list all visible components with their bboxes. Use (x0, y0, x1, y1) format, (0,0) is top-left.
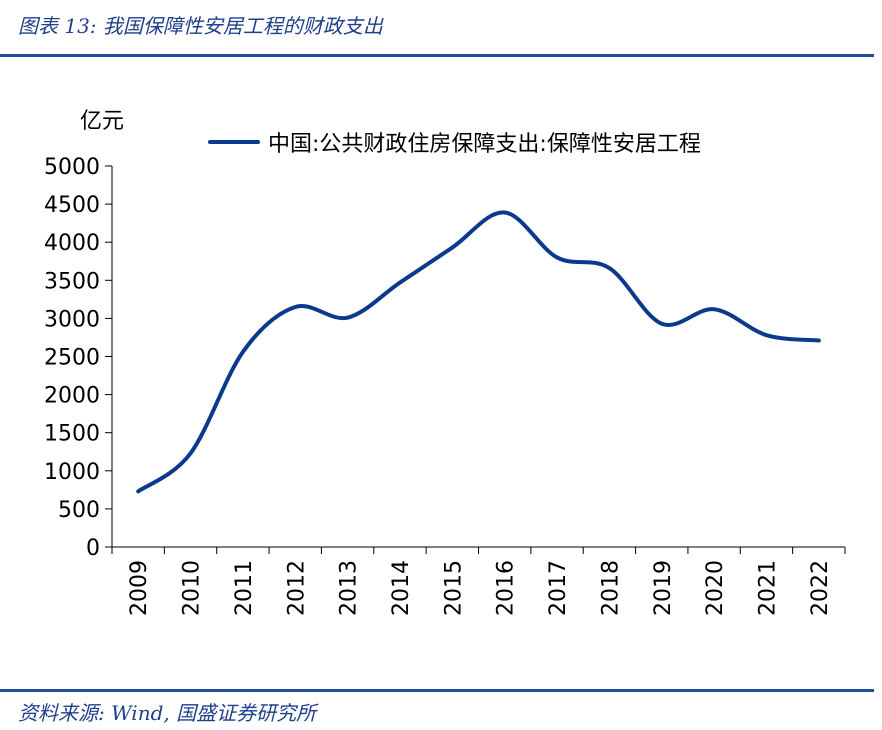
data-point-2016 (503, 210, 507, 214)
y-tick-label: 500 (58, 498, 100, 523)
x-tick-label: 2016 (494, 560, 519, 616)
x-tick-label: 2020 (703, 560, 728, 616)
y-tick-label: 1500 (44, 422, 100, 447)
data-point-2017 (555, 255, 559, 259)
data-point-2018 (607, 266, 611, 270)
y-tick-label: 2500 (44, 346, 100, 371)
x-tick-label: 2010 (180, 560, 205, 616)
y-tick-label: 5000 (44, 155, 100, 180)
x-tick-label: 2019 (651, 560, 676, 616)
data-point-2013 (346, 316, 350, 320)
x-tick-label: 2009 (127, 560, 152, 616)
data-point-2010 (189, 451, 193, 455)
data-point-2015 (450, 246, 454, 250)
y-axis-unit-label: 亿元 (80, 109, 125, 134)
x-tick-label: 2017 (546, 560, 571, 616)
data-point-2012 (293, 305, 297, 309)
y-tick-label: 4500 (44, 193, 100, 218)
data-point-2019 (660, 322, 664, 326)
x-tick-label: 2013 (337, 560, 362, 616)
data-point-2021 (764, 333, 768, 337)
series-line (136, 210, 821, 494)
x-tick-label: 2015 (441, 560, 466, 616)
y-tick-label: 0 (86, 536, 100, 561)
y-tick-label: 2000 (44, 384, 100, 409)
legend-label: 中国:公共财政住房保障支出:保障性安居工程 (268, 132, 701, 157)
x-tick-label: 2021 (755, 560, 780, 616)
chart-legend: 中国:公共财政住房保障支出:保障性安居工程 (208, 127, 701, 157)
x-tick-label: 2018 (598, 560, 623, 616)
y-tick-label: 3000 (44, 307, 100, 332)
y-tick-label: 3500 (44, 269, 100, 294)
x-tick-label: 2014 (389, 560, 414, 616)
x-tick-label: 2012 (284, 560, 309, 616)
data-point-2022 (817, 338, 821, 342)
data-point-2009 (136, 489, 140, 493)
data-point-2011 (241, 350, 245, 354)
source-note: 资料来源: Wind, 国盛证券研究所 (18, 701, 317, 725)
footer-divider (0, 689, 874, 692)
data-point-2020 (712, 307, 716, 311)
title-divider (0, 54, 874, 57)
legend-line-swatch (208, 140, 260, 144)
x-tick-label: 2022 (808, 560, 833, 616)
y-tick-label: 1000 (44, 460, 100, 485)
x-tick-label: 2011 (232, 560, 257, 616)
y-tick-label: 4000 (44, 231, 100, 256)
figure-title: 图表 13: 我国保障性安居工程的财政支出 (18, 14, 383, 38)
data-point-2014 (398, 281, 402, 285)
